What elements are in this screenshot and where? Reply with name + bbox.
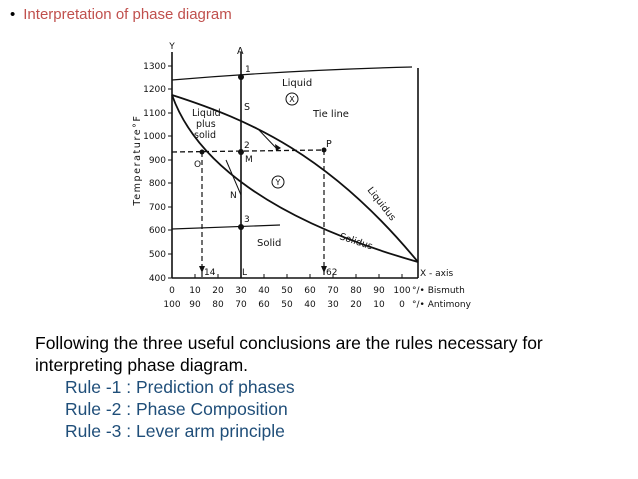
label-a: A — [237, 46, 244, 57]
y-tick-label: 1000 — [143, 132, 166, 142]
x-tick-label: 60 — [304, 286, 316, 296]
y-tick-label: 600 — [149, 226, 166, 236]
rule-item: Rule -2 : Phase Composition — [65, 399, 288, 419]
marker-y: Y — [275, 178, 281, 187]
x-tick-labels-antimony: 100 90 80 70 60 50 40 30 20 10 0 — [163, 300, 405, 310]
x-tick-label: 90 — [189, 300, 201, 310]
tie-line — [171, 149, 325, 153]
x-tick-label: 50 — [281, 300, 293, 310]
arrow-down-p-icon — [321, 266, 327, 273]
label-n: N — [230, 191, 237, 201]
antimony-label: °/• Antimony — [412, 300, 472, 310]
region-liquid-plus-solid-line1: Liquid — [192, 108, 221, 119]
x-tick-label: 40 — [258, 286, 270, 296]
region-solid-label: Solid — [257, 238, 281, 249]
marker-x-circle — [285, 92, 299, 106]
tie-line-pointer — [257, 128, 279, 151]
y-tick-label: 800 — [149, 179, 166, 189]
label-62: 62 — [326, 268, 337, 278]
bullet-dot-icon: • — [10, 6, 16, 23]
y-tick-label: 400 — [149, 274, 166, 284]
x-tick-label: 50 — [281, 286, 293, 296]
label-p: P — [326, 139, 332, 150]
point-3 — [238, 224, 244, 230]
x-tick-label: 10 — [373, 300, 385, 310]
y-ticks — [168, 65, 172, 279]
label-14: 14 — [204, 268, 216, 278]
y-tick-label: 1300 — [143, 62, 166, 72]
upper-temperature-line — [171, 66, 413, 81]
label-3: 3 — [244, 215, 250, 225]
point-o — [199, 149, 205, 155]
label-1: 1 — [245, 65, 251, 75]
x-tick-label: 20 — [350, 300, 362, 310]
rule-item: Rule -3 : Lever arm principle — [65, 421, 285, 441]
x-tick-label: 90 — [373, 286, 385, 296]
x-axis-caption: X - axis — [420, 269, 453, 279]
label-l: L — [242, 268, 247, 278]
label-s: S — [244, 102, 250, 113]
x-tick-label: 40 — [304, 300, 316, 310]
rule-item: Rule -1 : Prediction of phases — [65, 377, 295, 397]
liquidus-curve — [171, 94, 419, 263]
y-tick-label: 500 — [149, 250, 166, 260]
x-tick-labels-bismuth: 0 10 20 30 40 50 60 70 80 90 100 — [169, 286, 411, 296]
marker-x: X — [289, 95, 295, 104]
y-axis-letter: Y — [168, 42, 175, 52]
point-p — [321, 147, 327, 153]
x-tick-label: 30 — [235, 286, 247, 296]
x-tick-label: 20 — [212, 286, 224, 296]
x-tick-label: 70 — [327, 286, 339, 296]
solidus-curve — [171, 94, 419, 263]
x-tick-label: 60 — [258, 300, 270, 310]
solidus-pointer-n — [225, 159, 242, 196]
point-1 — [238, 74, 244, 80]
x-ticks — [171, 274, 403, 278]
y-axis-label: Temperature°F — [132, 114, 143, 206]
y-tick-label: 700 — [149, 203, 166, 213]
solidus-label: Solidus — [338, 231, 374, 252]
x-tick-label: 100 — [163, 300, 180, 310]
x-tick-label: 0 — [169, 286, 175, 296]
x-tick-label: 70 — [235, 300, 247, 310]
x-tick-label: 100 — [393, 286, 410, 296]
x-tick-label: 80 — [212, 300, 224, 310]
text-block: Following the three useful conclusions a… — [35, 332, 615, 442]
tie-line-arrow-icon — [275, 144, 281, 151]
x-tick-label: 80 — [350, 286, 362, 296]
tie-line-label: Tie line — [312, 109, 349, 120]
label-m: M — [245, 155, 253, 165]
marker-y-circle — [271, 175, 285, 189]
region-liquid-plus-solid-line3: solid — [194, 130, 216, 141]
x-tick-label: 0 — [399, 300, 405, 310]
point-2 — [238, 149, 244, 155]
x-tick-label: 10 — [189, 286, 201, 296]
y-tick-label: 1100 — [143, 109, 166, 119]
region-liquid-label: Liquid — [282, 78, 312, 89]
liquidus-label: Liquidus — [365, 185, 398, 223]
y-tick-label: 900 — [149, 156, 166, 166]
label-2: 2 — [244, 141, 250, 151]
bullet-heading: • Interpretation of phase diagram — [10, 6, 232, 23]
x-tick-label: 30 — [327, 300, 339, 310]
bismuth-label: °/• Bismuth — [412, 286, 465, 296]
phase-diagram: 1300 1200 1100 1000 900 800 700 600 500 … — [132, 42, 472, 310]
label-o: O — [194, 160, 201, 170]
bullet-heading-text: Interpretation of phase diagram — [23, 6, 232, 23]
intro-paragraph: Following the three useful conclusions a… — [35, 333, 543, 375]
region-liquid-plus-solid-line2: plus — [196, 119, 216, 130]
y-tick-labels: 1300 1200 1100 1000 900 800 700 600 500 … — [143, 62, 166, 284]
y-tick-label: 1200 — [143, 85, 166, 95]
arrow-down-o-icon — [199, 266, 205, 273]
lower-temperature-line — [171, 224, 281, 230]
